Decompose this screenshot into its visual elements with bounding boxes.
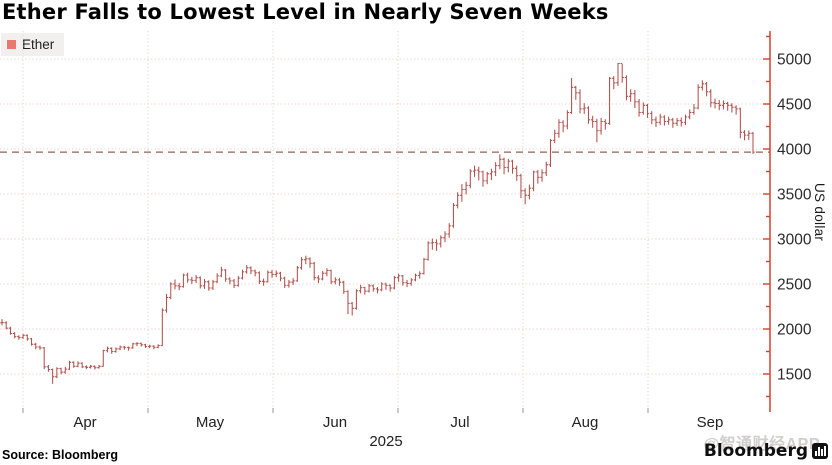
x-tick-label: Aug [572,414,599,431]
ohlc-bars [0,62,755,384]
x-tick-label: May [196,414,225,431]
bloomberg-bars-icon [812,443,828,459]
x-axis: Apr May Jun Jul Aug Sep [22,408,724,431]
y-tick-label: 4000 [777,142,812,159]
y-tick-label: 3500 [777,187,812,204]
bloomberg-logo: Bloomberg [704,441,828,461]
x-tick-label: Sep [697,414,724,431]
chart-title: Ether Falls to Lowest Level in Nearly Se… [2,0,609,24]
legend: Ether [1,33,65,56]
legend-label: Ether [22,37,55,52]
x-tick-label: Jun [323,414,347,431]
source-credit: Source: Bloomberg [2,448,118,462]
bloomberg-wordmark: Bloomberg [703,441,808,461]
x-axis-year-label: 2025 [369,433,403,450]
x-tick-label: Apr [73,414,96,431]
gridlines [0,31,770,407]
y-tick-label: 2500 [777,277,812,294]
y-tick-label: 1500 [777,367,812,384]
y-tick-label: 2000 [777,322,812,339]
y-axis-title: US dollar [812,183,827,242]
y-tick-label: 5000 [777,52,812,69]
watermark: @智通财经APP [703,436,820,453]
x-tick-label: Jul [450,414,469,431]
ether-series-swatch-icon [7,40,16,49]
y-axis: 5000 4500 4000 3500 3000 2500 2000 1500 [763,31,812,412]
y-tick-label: 3000 [777,232,812,249]
y-tick-label: 4500 [777,97,812,114]
